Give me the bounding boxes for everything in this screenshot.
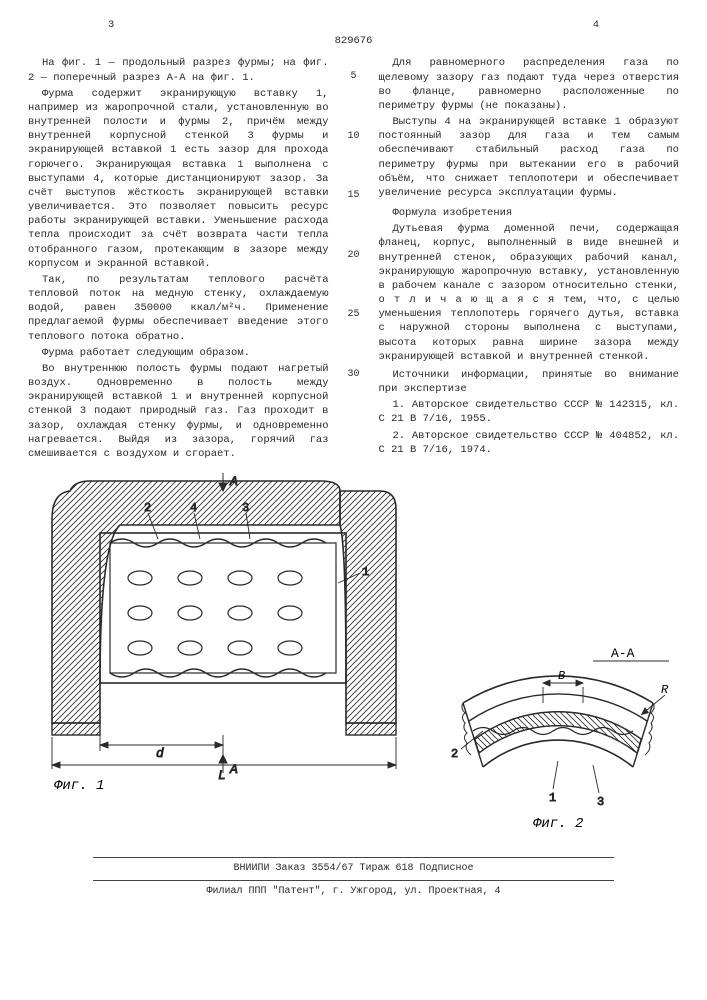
ln: 20	[347, 249, 359, 263]
callout-3: 3	[597, 795, 604, 809]
sources-title: Источники информации, принятые во вниман…	[379, 368, 680, 396]
callout-2: 2	[144, 501, 151, 515]
figures-area: 2 4 3 1 A A d L Ф	[28, 473, 679, 853]
page-left: 3	[108, 18, 114, 32]
ln: 25	[347, 308, 359, 322]
left-column: На фиг. 1 — продольный разрез фурмы; на …	[28, 56, 329, 463]
para: Так, по результатам теплового расчёта те…	[28, 273, 329, 344]
dim-B: B	[558, 669, 565, 683]
ln: 10	[347, 130, 359, 144]
para: Фурма работает следующим образом.	[28, 346, 329, 360]
ln: 30	[347, 368, 359, 382]
ln: 15	[347, 189, 359, 203]
section-title: А-А	[611, 646, 635, 661]
ln: 5	[350, 70, 356, 84]
para: Во внутреннюю полость фурмы подают нагре…	[28, 362, 329, 461]
fig2-label: Фиг. 2	[533, 816, 583, 832]
page-numbers: 3 4	[108, 18, 599, 32]
text-columns: На фиг. 1 — продольный разрез фурмы; на …	[28, 56, 679, 463]
document-number: 829676	[28, 34, 679, 48]
para: Фурма содержит экранирующую вставку 1, н…	[28, 87, 329, 271]
figure-1-svg: 2 4 3 1 A A d L Ф	[40, 473, 410, 793]
callout-2: 2	[451, 747, 458, 761]
figure-2-svg: А-А B	[443, 643, 673, 833]
right-column: Для равномерного распределения газа по щ…	[379, 56, 680, 463]
source-item: 1. Авторское свидетельство СССР № 142315…	[379, 398, 680, 426]
callout-1: 1	[549, 791, 556, 805]
callout-4: 4	[190, 501, 197, 515]
para: Дутьевая фурма доменной печи, содержащая…	[379, 222, 680, 364]
section-marker-top: A	[229, 474, 238, 489]
source-item: 2. Авторское свидетельство СССР № 404852…	[379, 429, 680, 457]
figure-2: А-А B	[443, 643, 673, 838]
para: Для равномерного распределения газа по щ…	[379, 56, 680, 113]
figure-1: 2 4 3 1 A A d L Ф	[40, 473, 410, 798]
dim-d: d	[156, 746, 164, 761]
para: На фиг. 1 — продольный разрез фурмы; на …	[28, 56, 329, 84]
formula-title: Формула изобретения	[379, 206, 680, 220]
dim-R: R	[661, 683, 669, 697]
section-marker-bottom: A	[229, 762, 238, 777]
line-number-gutter: 5 10 15 20 25 30	[347, 56, 361, 463]
page-right: 4	[593, 18, 599, 32]
para: Выступы 4 на экранирующей вставке 1 обра…	[379, 115, 680, 200]
dim-L: L	[218, 768, 226, 783]
fig1-label: Фиг. 1	[54, 778, 104, 793]
callout-3: 3	[242, 501, 249, 515]
callout-1: 1	[362, 565, 369, 579]
footer-line-2: Филиал ППП "Патент", г. Ужгород, ул. Про…	[28, 885, 679, 899]
footer: ВНИИПИ Заказ 3554/67 Тираж 618 Подписное…	[28, 857, 679, 898]
footer-line-1: ВНИИПИ Заказ 3554/67 Тираж 618 Подписное	[28, 862, 679, 876]
